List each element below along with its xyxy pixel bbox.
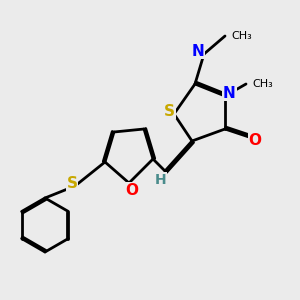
Text: O: O [248,134,262,148]
Text: CH₃: CH₃ [231,31,252,41]
Text: S: S [164,103,175,118]
Text: CH₃: CH₃ [252,79,273,89]
Text: S: S [67,176,77,190]
Text: O: O [125,183,139,198]
Text: H: H [155,173,166,187]
Text: N: N [223,85,236,100]
Text: N: N [192,44,204,59]
